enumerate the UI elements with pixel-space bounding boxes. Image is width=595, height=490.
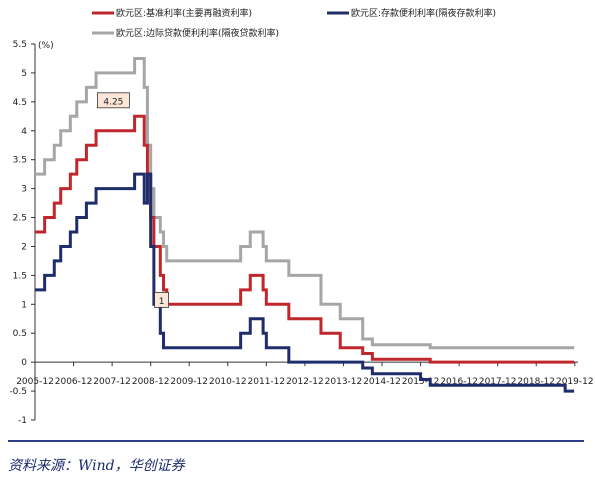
legend: 欧元区:基准利率(主要再融资利率) 欧元区:存款便利利率(隔夜存款利率) 欧元区:边… (92, 7, 496, 39)
series-line-0 (35, 114, 575, 364)
y-tick-label: 5.5 (13, 40, 27, 50)
y-tick-label: -1 (18, 416, 27, 426)
y-tick-label: -0.5 (9, 387, 27, 397)
y-axis-label: (%) (38, 41, 54, 51)
annotation-layer: 4.25 1 (96, 92, 169, 308)
y-tick-label: 1 (21, 300, 27, 310)
annotation-box-1 (154, 291, 169, 308)
x-tick-label: 2005-12 (16, 377, 54, 387)
annotation-label-0: 4.25 (103, 97, 123, 107)
x-tick-label: 2009-12 (170, 377, 208, 387)
y-tick-label: 5 (21, 69, 27, 79)
annotation-box-0 (96, 92, 130, 109)
x-tick-label: 2014-12 (363, 377, 401, 387)
x-tick-label: 2011-12 (248, 377, 286, 387)
x-tick-label: 2015-12 (402, 377, 440, 387)
y-tick-label: 2.5 (13, 214, 27, 224)
x-tick-label: 2013-12 (325, 377, 363, 387)
y-tick-label: 4.5 (13, 98, 27, 108)
x-tick-label: 2006-12 (55, 377, 93, 387)
y-tick-label: 3.5 (13, 156, 27, 166)
x-tick-label: 2008-12 (132, 377, 170, 387)
legend-label-1: 欧元区:存款便利利率(隔夜存款利率) (351, 7, 496, 19)
y-tick-label: 3 (21, 185, 27, 195)
series-line-1 (35, 172, 575, 393)
source-note: 资料来源：Wind，华创证券 (8, 458, 185, 474)
x-tick-label: 2012-12 (286, 377, 324, 387)
x-tick-label: 2010-12 (209, 377, 247, 387)
x-tick-label: 2019-12 (556, 377, 594, 387)
legend-label-2: 欧元区:边际贷款便利利率(隔夜贷款利率) (116, 27, 279, 39)
annotation-label-1: 1 (159, 297, 165, 307)
y-tick-label: 0 (21, 358, 27, 368)
x-tick-label: 2016-12 (440, 377, 478, 387)
y-tick-label: 0.5 (13, 329, 27, 339)
y-tick-label: 2 (21, 242, 27, 252)
source-divider (8, 440, 584, 442)
series-line-2 (35, 56, 575, 350)
y-tick-label: 4 (21, 127, 27, 137)
axes: -1 -0.5 0 0.5 1 1.5 2 2.5 3 3.5 4 4.5 5 5.5 (%) 2005-12… (9, 40, 593, 426)
x-tick-label: 2007-12 (93, 377, 131, 387)
y-tick-label: 1.5 (13, 271, 27, 281)
x-tick-label: 2017-12 (479, 377, 517, 387)
legend-label-0: 欧元区:基准利率(主要再融资利率) (116, 7, 252, 19)
series-layer (35, 56, 575, 393)
x-tick-label: 2018-12 (517, 377, 555, 387)
